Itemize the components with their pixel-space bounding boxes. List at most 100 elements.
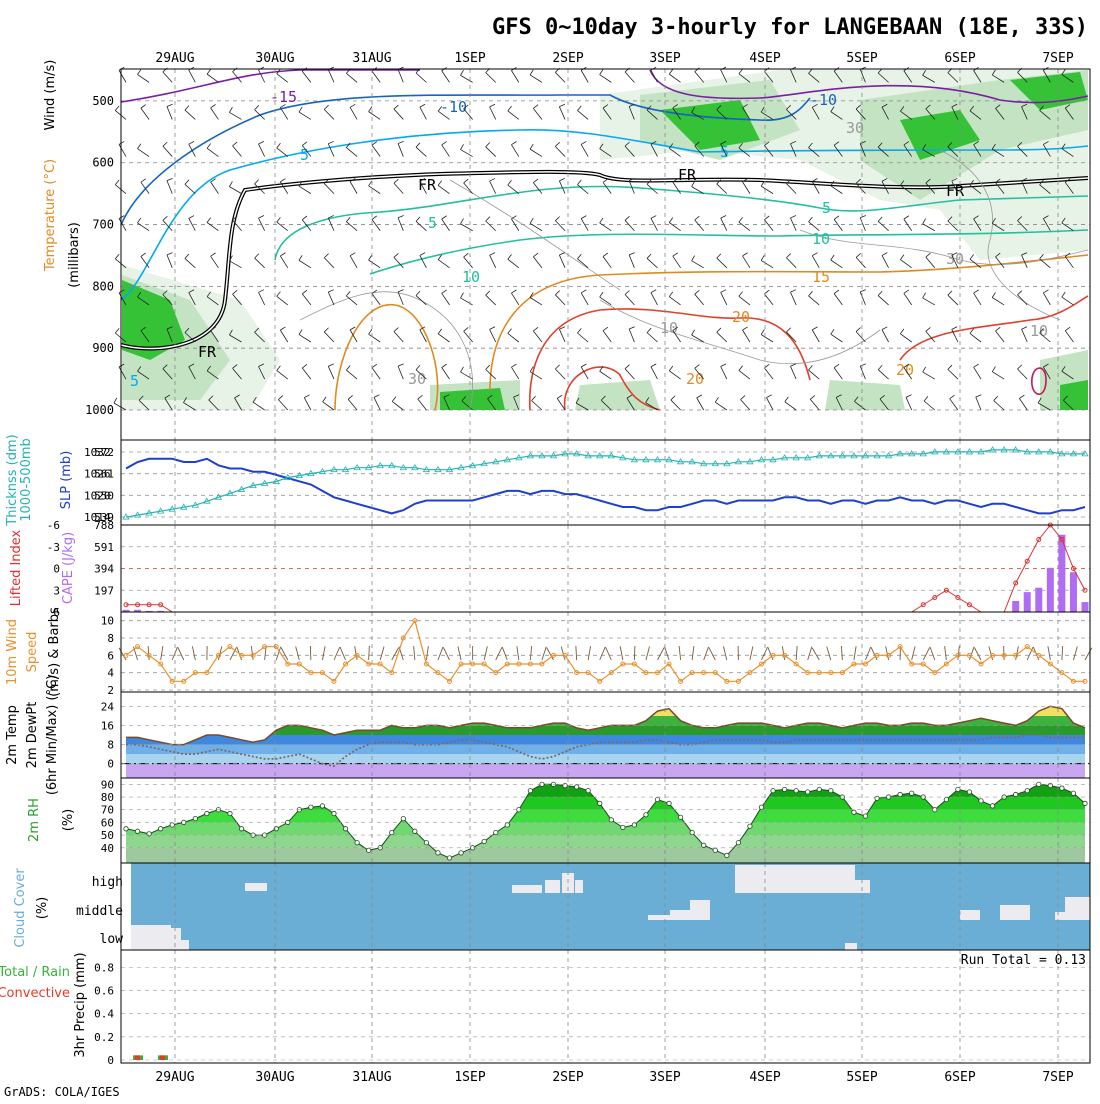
upper-wind-barb	[996, 331, 1005, 342]
wind-tick: 6	[107, 649, 114, 662]
upper-wind-barb	[577, 110, 588, 119]
upper-wind-barb	[743, 256, 750, 268]
upper-wind-barb-flag	[739, 366, 743, 371]
slp-ylabel-left2: 1000-500mb	[19, 438, 34, 522]
upper-wind-barb-flag	[1018, 291, 1022, 295]
upper-wind-barb	[163, 146, 172, 156]
upper-wind-barb	[442, 145, 450, 157]
upper-wind-barb	[812, 330, 819, 342]
cloud-patch	[181, 940, 189, 950]
rh-marker	[632, 823, 636, 827]
upper-wind-barb-flag	[461, 144, 464, 149]
upper-wind-barb	[695, 294, 704, 305]
upper-wind-barb-flag	[280, 179, 285, 182]
upper-wind-barb-flag	[302, 216, 307, 220]
rh-band	[121, 784, 1090, 797]
surface-wind-barb	[542, 647, 546, 660]
upper-wind-barb-flag	[761, 329, 764, 334]
contour-label: FR	[678, 166, 697, 184]
upper-wind-barb-flag	[464, 179, 469, 183]
cape-bar	[1070, 572, 1077, 612]
temp-band	[121, 706, 1090, 716]
upper-wind-barb	[346, 370, 357, 379]
upper-wind-barb-flag	[739, 69, 743, 74]
upper-wind-barb	[900, 260, 911, 268]
rh-ylabel2: (%)	[61, 809, 76, 832]
upper-wind-barb	[878, 296, 888, 305]
upper-wind-barb	[490, 107, 496, 120]
upper-wind-barb-flag	[831, 329, 834, 334]
upper-wind-barb	[207, 222, 218, 230]
date-label-top: 2SEP	[552, 51, 583, 66]
rh-marker	[332, 811, 336, 815]
upper-wind-barb	[533, 108, 542, 119]
upper-wind-barb	[185, 184, 195, 193]
upper-wind-barb	[629, 255, 634, 268]
upper-wind-barb-flag	[878, 291, 882, 295]
upper-wind-barb-flag	[603, 253, 608, 257]
upper-wind-barb-flag	[207, 218, 211, 223]
upper-wind-barb	[324, 258, 334, 268]
upper-ylabel-temp: Temperature (°C)	[43, 159, 58, 272]
rh-marker	[852, 810, 856, 814]
date-label-bottom: 2SEP	[552, 1070, 583, 1085]
upper-wind-barb-flag	[860, 215, 866, 217]
cloud-patch	[245, 883, 267, 891]
upper-wind-barb	[328, 144, 334, 157]
upper-wind-barb-flag	[233, 68, 238, 72]
wind-tick: 2	[107, 684, 114, 697]
upper-wind-barb-flag	[438, 329, 442, 334]
upper-wind-barb-flag	[651, 290, 656, 293]
upper-wind-barb-flag	[970, 254, 974, 259]
upper-wind-barb-flag	[651, 364, 656, 367]
contour-label: FR	[198, 343, 217, 361]
cloud-patch	[512, 885, 542, 893]
upper-wind-barb-flag	[717, 328, 721, 332]
upper-wind-barb	[741, 400, 750, 410]
upper-wind-barb-flag	[490, 178, 495, 181]
temp-tick: 16	[101, 719, 114, 732]
surface-panels: Run Total = 0.13	[119, 447, 1092, 1060]
upper-wind-barb-flag	[557, 395, 562, 398]
upper-wind-barb-flag	[900, 329, 904, 334]
upper-wind-barb	[394, 109, 403, 119]
upper-wind-barb-flag	[259, 290, 264, 293]
rh-marker	[228, 811, 232, 815]
slp-line	[126, 459, 1085, 514]
upper-wind-barb-flag	[324, 328, 328, 332]
date-label-top: 5SEP	[846, 51, 877, 66]
upper-wind-barb	[669, 371, 680, 379]
upper-wind-barb-flag	[372, 216, 377, 220]
upper-wind-barb	[138, 149, 150, 157]
upper-wind-barb-flag	[302, 364, 307, 368]
pressure-tick-label: 600	[92, 156, 114, 170]
upper-wind-barb	[346, 73, 357, 82]
upper-wind-barb	[715, 402, 727, 410]
rh-tick: 90	[101, 778, 114, 791]
cape-ylabel-li: Lifted Index	[9, 529, 24, 606]
rh-shading-12	[825, 380, 905, 410]
upper-wind-barb-flag	[392, 397, 396, 402]
rh-marker	[586, 788, 590, 792]
surface-wind-barb	[692, 646, 694, 660]
upper-wind-barb-flag	[695, 290, 700, 294]
upper-wind-barb-flag	[508, 329, 512, 334]
upper-wind-barb-flag	[324, 105, 328, 109]
upper-wind-barb	[559, 255, 565, 268]
upper-wind-barb-flag	[299, 107, 302, 112]
upper-wind-barb	[369, 334, 381, 342]
precip-ylabel-total: Total / Rain	[0, 965, 70, 980]
cloud-patch	[670, 910, 690, 920]
upper-wind-barb	[299, 186, 311, 193]
upper-wind-barb	[697, 398, 704, 410]
upper-wind-barb-flag	[559, 104, 564, 106]
upper-wind-barb	[259, 144, 265, 157]
upper-wind-barb	[416, 221, 426, 230]
upper-wind-barb-flag	[280, 327, 285, 330]
rh-marker	[320, 804, 324, 808]
upper-wind-barb-flag	[647, 254, 651, 258]
rh-marker	[239, 827, 243, 831]
upper-wind-barb-flag	[533, 327, 538, 331]
surface-wind-barb	[704, 647, 709, 660]
upper-wind-barb	[669, 74, 680, 82]
